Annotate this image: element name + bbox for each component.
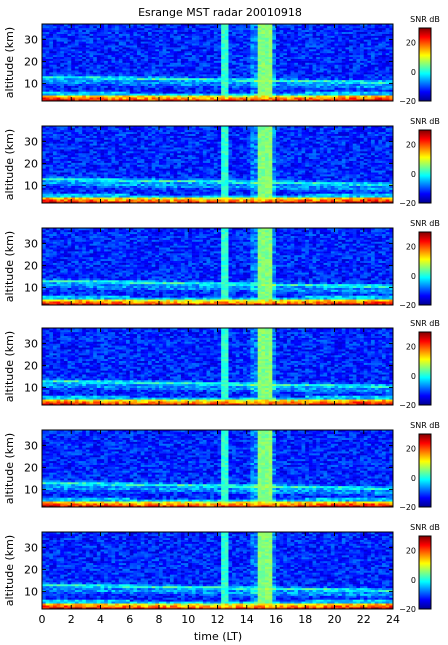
x-tick-label: 22 [357,613,371,626]
y-axis-label: altitude (km) [3,129,16,200]
y-axis-label: altitude (km) [3,331,16,402]
y-tick-label: 20 [24,359,38,372]
y-tick-label: 20 [24,259,38,272]
x-tick-label: 6 [126,613,133,626]
radar-panel-1: 10 20 30 altitude (km) SNR dB 20 0 −20 [3,15,440,106]
y-tick-label: 30 [24,337,38,350]
y-tick-label: 30 [24,33,38,46]
y-tick-label: 10 [24,179,38,192]
colorbar-5: SNR dB 20 0 −20 [399,421,440,512]
radar-panel-5: 10 20 30 altitude (km) SNR dB 20 0 −20 [3,421,440,512]
x-tick-label: 4 [97,613,104,626]
x-tick-label: 8 [156,613,163,626]
colorbar-tick-label: 20 [406,243,416,252]
y-tick-label: 20 [24,563,38,576]
colorbar-tick-label: 20 [406,547,416,556]
radar-panel-2: 10 20 30 altitude (km) SNR dB 20 0 −20 [3,117,440,208]
y-tick-label: 10 [24,77,38,90]
colorbar-1: SNR dB 20 0 −20 [399,15,440,106]
colorbar-3: SNR dB 20 0 −20 [399,219,440,310]
x-tick-label: 20 [328,613,342,626]
colorbar-tick-label: 20 [406,39,416,48]
colorbar-tick-label: 0 [411,272,416,281]
colorbar-gradient [418,433,432,508]
colorbar-label: SNR dB [410,319,440,328]
colorbar-gradient [418,331,432,406]
x-tick-label: 10 [181,613,195,626]
colorbar-gradient [418,27,432,102]
snr-heatmap-4 [42,328,394,406]
x-tick-label: 2 [68,613,75,626]
colorbar-2: SNR dB 20 0 −20 [399,117,440,208]
colorbar-label: SNR dB [410,421,440,430]
y-tick-label: 30 [24,439,38,452]
colorbar-tick-label: 20 [406,445,416,454]
snr-heatmap-5 [42,430,394,508]
x-tick-label: 16 [269,613,283,626]
y-tick-label: 30 [24,237,38,250]
colorbar-tick-label: 0 [411,372,416,381]
x-tick-label: 14 [240,613,254,626]
colorbar-tick-label: 0 [411,68,416,77]
colorbar-gradient [418,535,432,610]
y-tick-label: 20 [24,157,38,170]
colorbar-label: SNR dB [410,219,440,228]
colorbar-tick-label: 0 [411,170,416,179]
x-axis-label: time (LT) [194,630,242,643]
colorbar-label: SNR dB [410,523,440,532]
y-axis-label: altitude (km) [3,433,16,504]
x-tick-label: 12 [211,613,225,626]
colorbar-tick-label: −20 [399,199,416,208]
colorbar-tick-label: −20 [399,97,416,106]
colorbar-tick-label: 20 [406,141,416,150]
radar-panel-4: 10 20 30 altitude (km) SNR dB 20 0 −20 [3,319,440,410]
y-tick-label: 10 [24,585,38,598]
y-axis-label: altitude (km) [3,231,16,302]
y-axis-label: altitude (km) [3,27,16,98]
colorbar-tick-label: −20 [399,503,416,512]
y-tick-label: 10 [24,483,38,496]
colorbar-gradient [418,129,432,204]
snr-heatmap-2 [42,126,394,204]
colorbar-tick-label: 0 [411,576,416,585]
colorbar-gradient [418,231,432,306]
colorbar-tick-label: 20 [406,343,416,352]
colorbar-tick-label: −20 [399,401,416,410]
y-axis-label: altitude (km) [3,535,16,606]
y-tick-label: 20 [24,461,38,474]
y-tick-label: 10 [24,381,38,394]
colorbar-6: SNR dB 20 0 −20 [399,523,440,614]
y-tick-label: 10 [24,281,38,294]
colorbar-tick-label: 0 [411,474,416,483]
y-tick-label: 30 [24,541,38,554]
colorbar-label: SNR dB [410,15,440,24]
colorbar-tick-label: −20 [399,605,416,614]
snr-heatmap-3 [42,228,394,306]
y-tick-label: 30 [24,135,38,148]
y-tick-label: 20 [24,55,38,68]
x-tick-label: 18 [298,613,312,626]
colorbar-label: SNR dB [410,117,440,126]
radar-panel-3: 10 20 30 altitude (km) SNR dB 20 0 −20 [3,219,440,310]
chart-title: Esrange MST radar 20010918 [138,6,302,19]
snr-heatmap-1 [42,24,394,102]
x-tick-label: 0 [39,613,46,626]
colorbar-tick-label: −20 [399,301,416,310]
x-tick-label: 24 [386,613,400,626]
snr-heatmap-6 [42,532,394,610]
colorbar-4: SNR dB 20 0 −20 [399,319,440,410]
